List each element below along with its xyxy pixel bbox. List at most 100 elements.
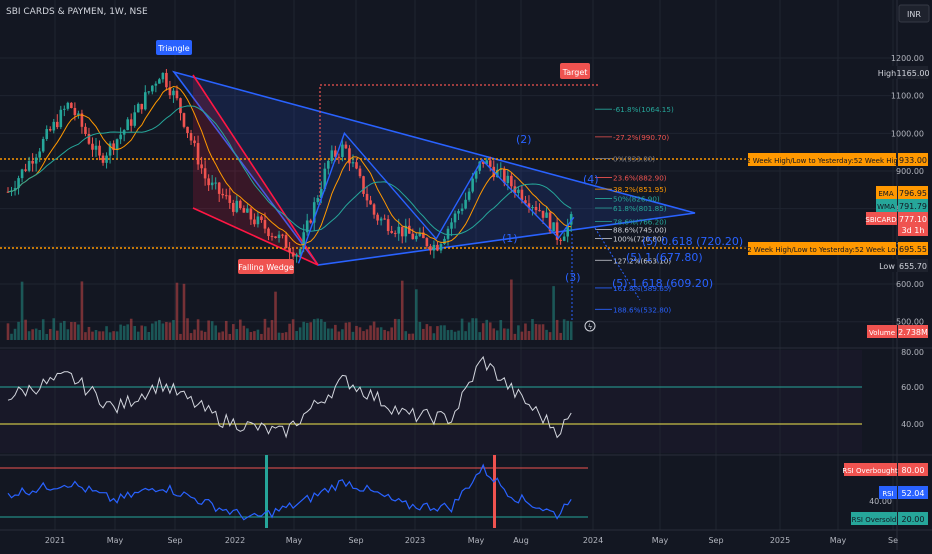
triangle-pattern[interactable] [171,70,696,266]
volume-bar [203,331,207,340]
volume-bar [87,326,91,340]
volume-bar [207,320,210,340]
candle-body [217,182,221,194]
lightning-icon[interactable] [584,320,596,332]
candle-body [291,252,295,257]
candle-body [495,169,499,178]
candle-body [203,168,207,179]
volume-bar [66,329,70,340]
candle-body [358,168,362,177]
candle-body [555,222,559,240]
candle-body [94,145,98,150]
x-axis-label: Sep [348,536,363,545]
candle-body [239,200,242,209]
volume-bar [154,321,158,340]
volume-bar [224,320,228,340]
x-axis-label: Aug [513,536,529,545]
volume-bar [284,332,288,340]
w52-high-value: 933.00 [899,156,927,165]
candle-body [319,188,323,199]
volume-bar [20,281,24,340]
volume-bar [330,328,334,340]
volume-bar [291,319,295,340]
volume-bar [196,319,200,340]
candle-body [538,210,541,212]
candle-body [84,126,87,135]
volume-bar [467,322,471,340]
candle-body [288,248,291,253]
candle-body [13,188,17,191]
volume-bar [400,280,404,340]
volume-bar [538,324,541,340]
candle-body [246,208,249,213]
volume-bar [323,321,327,340]
volume-bar [214,325,217,340]
volume-bar [80,281,84,340]
volume-bar [334,324,337,340]
x-axis-label: 2025 [770,536,790,545]
fib-5-0618-label: (5) 0.618 (720.20) [642,235,743,248]
symbol-tag-label: SBICARD [865,216,896,224]
candle-body [415,235,418,240]
volume-bar [115,331,119,340]
candle-body [200,164,203,169]
candle-body [27,160,31,171]
volume-bar [91,331,94,340]
volume-bar [38,330,41,340]
volume-bar [189,333,193,340]
wave-4-label: (4) [583,173,599,186]
volume-bar [41,319,45,340]
price-axis-label: 1200.00 [891,54,924,63]
candle-body [253,219,256,225]
triangle-label: Triangle [157,44,189,53]
candle-body [436,244,439,251]
volume-bar [316,318,320,340]
candle-body [422,232,425,239]
candle-body [267,228,270,237]
candle-body [407,225,411,234]
candle-body [545,212,548,218]
candle-body [34,157,38,164]
volume-bar [267,327,270,340]
candle-body [101,155,105,163]
candle-body [59,109,63,128]
candle-body [172,90,175,96]
candle-body [330,150,334,161]
volume-bar [98,331,101,340]
candle-body [165,72,168,88]
candle-body [510,175,513,187]
volume-bar [288,323,291,340]
volume-bar [404,331,408,340]
volume-bar [453,331,457,340]
volume-bar [263,318,267,340]
fib-level-label: 127.2%(663.10) [613,256,671,265]
candle-body [397,226,401,234]
volume-bar [422,328,425,340]
currency-button[interactable]: INR [907,10,921,19]
chart-title: SBI CARDS & PAYMEN, 1W, NSE [6,7,148,17]
volume-bar [274,291,277,340]
volume-bar [376,327,379,340]
volume-bar [17,321,20,340]
volume-bar [552,286,555,340]
volume-bar [506,328,510,340]
candle-body [411,233,415,240]
volume-bar [397,319,401,340]
volume-bar [55,330,59,340]
candle-body [316,198,320,203]
candle-body [541,210,545,218]
candle-body [274,236,277,239]
candle-body [126,119,129,131]
w52-low-tag: 52 Week High/Low to Yesterday:52 Week Lo… [743,246,902,254]
fib-level-label: 188.6%(532.80) [613,305,671,314]
fib-5-1618-label: (5) 1.618 (609.20) [612,277,713,290]
volume-bar [129,318,133,340]
volume-bar [478,332,481,340]
volume-bar [348,322,351,340]
volume-bar [562,319,566,340]
rsi-tag-label: RSI [882,490,893,498]
volume-bar [488,322,492,340]
volume-bar [242,325,246,340]
candle-body [66,102,70,109]
